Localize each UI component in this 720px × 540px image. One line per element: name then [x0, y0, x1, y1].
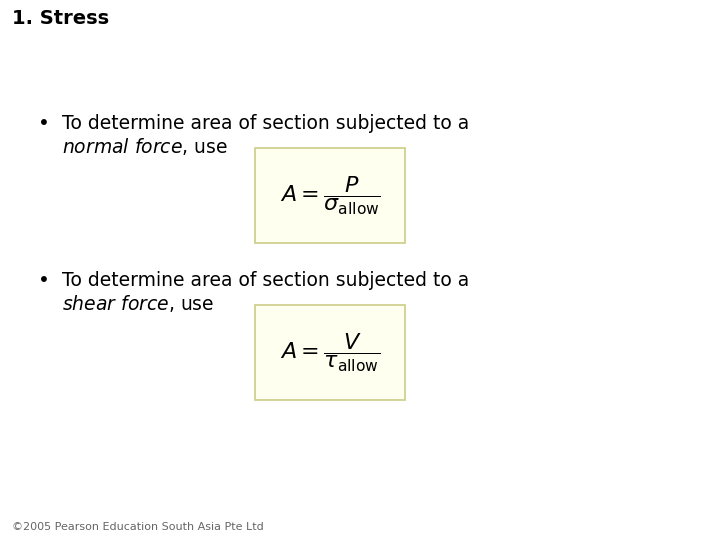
Text: 1.7 DESIGN OF SIMPLE CONNECTIONS: 1.7 DESIGN OF SIMPLE CONNECTIONS	[12, 49, 513, 73]
Text: $A = \dfrac{P}{\sigma_{\rm allow}}$: $A = \dfrac{P}{\sigma_{\rm allow}}$	[279, 174, 380, 217]
Text: 1. Stress: 1. Stress	[12, 10, 109, 29]
Text: $A = \dfrac{V}{\tau_{\rm allow}}$: $A = \dfrac{V}{\tau_{\rm allow}}$	[280, 331, 380, 374]
Text: To determine area of section subjected to a: To determine area of section subjected t…	[62, 271, 469, 290]
Text: •: •	[38, 271, 50, 290]
Text: ©2005 Pearson Education South Asia Pte Ltd: ©2005 Pearson Education South Asia Pte L…	[12, 522, 264, 532]
FancyBboxPatch shape	[255, 148, 405, 243]
Text: •: •	[38, 114, 50, 133]
Text: $\it{normal\ force}$, use: $\it{normal\ force}$, use	[62, 136, 228, 157]
Text: $\it{shear\ force}$, use: $\it{shear\ force}$, use	[62, 293, 214, 314]
Text: To determine area of section subjected to a: To determine area of section subjected t…	[62, 114, 469, 133]
FancyBboxPatch shape	[255, 305, 405, 400]
